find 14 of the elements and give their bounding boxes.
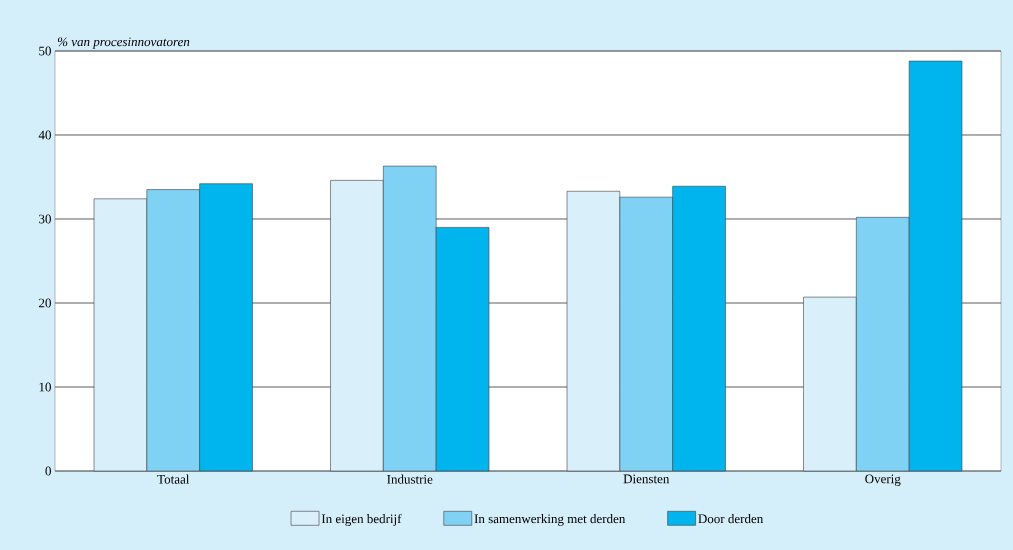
x-tick-label: Overig [865,474,901,486]
x-tick-label: Industrie [387,474,433,484]
y-axis-title: % van procesinnovatoren [57,37,190,49]
legend-label: In samenwerking met derden [474,514,626,526]
legend-label: Door derden [698,514,764,524]
y-tick-label: 0 [45,466,51,476]
y-tick-label: 10 [39,382,51,392]
y-tick-label: 30 [39,214,51,224]
legend-label: In eigen bedrijf [321,513,402,526]
y-tick-label: 40 [38,130,51,140]
x-tick-label: Totaal [157,474,190,484]
y-tick-label: 50 [39,46,51,56]
x-tick-label: Diensten [623,474,670,484]
y-tick-label: 20 [39,298,51,308]
